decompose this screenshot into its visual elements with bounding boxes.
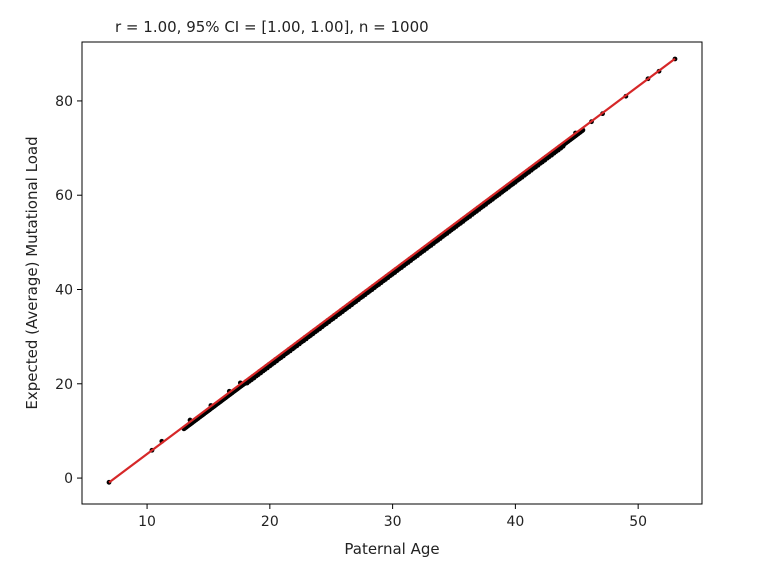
y-tick-label: 60	[55, 188, 73, 204]
x-tick-label: 20	[261, 514, 279, 530]
y-tick-label: 40	[55, 283, 73, 299]
y-tick-label: 80	[55, 94, 73, 110]
y-axis-label: Expected (Average) Mutational Load	[23, 136, 41, 409]
x-axis: 10 20 30 40 50	[138, 504, 647, 530]
x-tick-label: 10	[138, 514, 156, 530]
y-axis: 0 20 40 60 80	[55, 94, 82, 487]
plot-area-frame	[81, 41, 703, 505]
chart-title: r = 1.00, 95% CI = [1.00, 1.00], n = 100…	[115, 18, 429, 36]
y-tick-label: 0	[64, 471, 73, 487]
x-tick-label: 30	[384, 514, 402, 530]
x-tick-label: 50	[629, 514, 647, 530]
y-tick-label: 20	[55, 377, 73, 393]
regression-line	[108, 57, 676, 484]
x-axis-label: Paternal Age	[344, 540, 439, 558]
fit-line-group	[108, 57, 676, 484]
x-tick-label: 40	[506, 514, 524, 530]
